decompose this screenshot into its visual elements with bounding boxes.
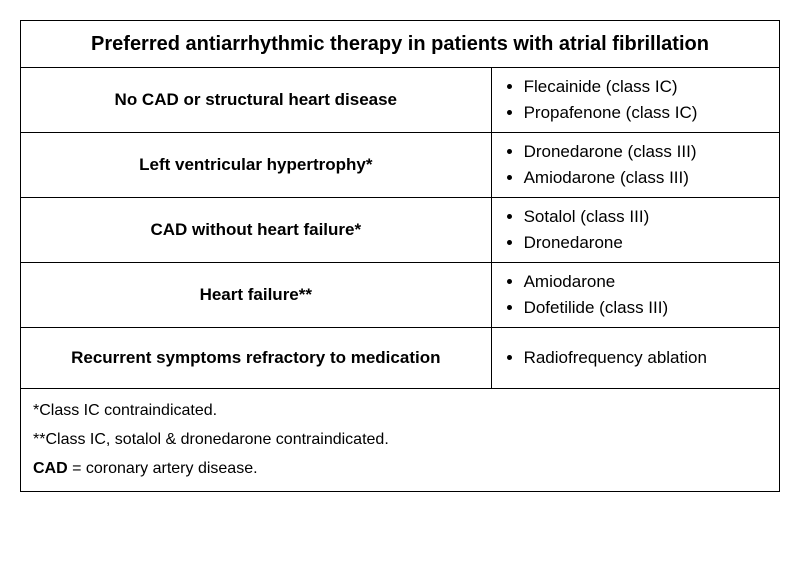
- footnote-cell: *Class IC contraindicated. **Class IC, s…: [21, 389, 780, 492]
- therapy-list: Flecainide (class IC) Propafenone (class…: [498, 74, 773, 126]
- therapy-item: Sotalol (class III): [524, 204, 773, 230]
- therapy-cell: Radiofrequency ablation: [491, 328, 779, 389]
- table-container: Preferred antiarrhythmic therapy in pati…: [20, 20, 780, 492]
- table-body: Preferred antiarrhythmic therapy in pati…: [21, 21, 780, 492]
- therapy-cell: Dronedarone (class III) Amiodarone (clas…: [491, 133, 779, 198]
- therapy-cell: Sotalol (class III) Dronedarone: [491, 198, 779, 263]
- table-row: CAD without heart failure* Sotalol (clas…: [21, 198, 780, 263]
- footnote-line: *Class IC contraindicated.: [33, 397, 767, 426]
- table-title: Preferred antiarrhythmic therapy in pati…: [21, 21, 780, 68]
- therapy-cell: Amiodarone Dofetilide (class III): [491, 263, 779, 328]
- therapy-item: Flecainide (class IC): [524, 74, 773, 100]
- therapy-item: Amiodarone (class III): [524, 165, 773, 191]
- therapy-item: Radiofrequency ablation: [524, 345, 773, 371]
- title-row: Preferred antiarrhythmic therapy in pati…: [21, 21, 780, 68]
- therapy-list: Dronedarone (class III) Amiodarone (clas…: [498, 139, 773, 191]
- therapy-list: Radiofrequency ablation: [498, 345, 773, 371]
- therapy-item: Dofetilide (class III): [524, 295, 773, 321]
- therapy-list: Amiodarone Dofetilide (class III): [498, 269, 773, 321]
- footnote-row: *Class IC contraindicated. **Class IC, s…: [21, 389, 780, 492]
- therapy-item: Dronedarone (class III): [524, 139, 773, 165]
- condition-cell: No CAD or structural heart disease: [21, 68, 492, 133]
- condition-cell: Heart failure**: [21, 263, 492, 328]
- therapy-list: Sotalol (class III) Dronedarone: [498, 204, 773, 256]
- table-row: Left ventricular hypertrophy* Dronedaron…: [21, 133, 780, 198]
- table-row: Heart failure** Amiodarone Dofetilide (c…: [21, 263, 780, 328]
- abbr-term: CAD: [33, 460, 68, 477]
- footnote-line: **Class IC, sotalol & dronedarone contra…: [33, 426, 767, 455]
- therapy-item: Propafenone (class IC): [524, 100, 773, 126]
- condition-cell: Recurrent symptoms refractory to medicat…: [21, 328, 492, 389]
- condition-cell: Left ventricular hypertrophy*: [21, 133, 492, 198]
- therapy-item: Amiodarone: [524, 269, 773, 295]
- abbr-definition: = coronary artery disease.: [68, 460, 258, 477]
- table-row: No CAD or structural heart disease Fleca…: [21, 68, 780, 133]
- table-row: Recurrent symptoms refractory to medicat…: [21, 328, 780, 389]
- therapy-table: Preferred antiarrhythmic therapy in pati…: [20, 20, 780, 492]
- therapy-cell: Flecainide (class IC) Propafenone (class…: [491, 68, 779, 133]
- condition-cell: CAD without heart failure*: [21, 198, 492, 263]
- therapy-item: Dronedarone: [524, 230, 773, 256]
- footnote-line: CAD = coronary artery disease.: [33, 455, 767, 484]
